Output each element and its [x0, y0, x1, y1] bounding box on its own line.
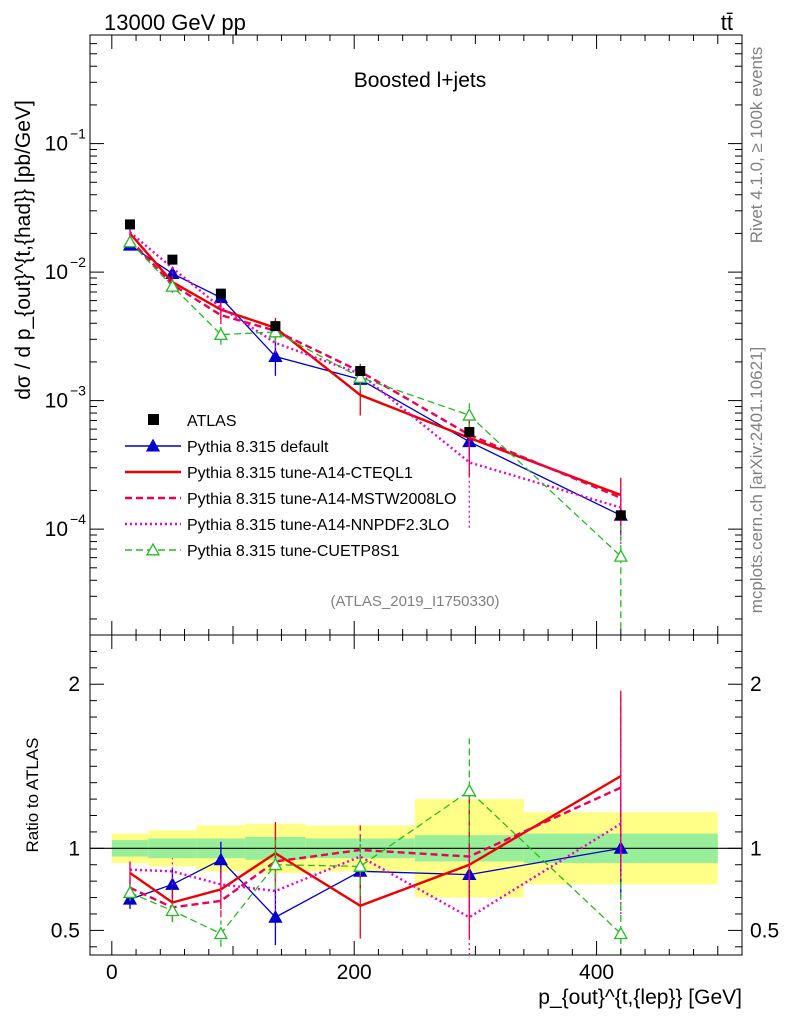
main-series-marker: [122, 234, 138, 248]
ratio-y-tick-label: 0.5: [51, 919, 80, 942]
main-series-marker: [213, 327, 228, 341]
ratio-y-tick-label-right: 0.5: [750, 919, 779, 942]
legend-series-label: Pythia 8.315 default: [187, 439, 329, 456]
main-series-marker: [462, 407, 477, 421]
y-tick-label-exponent: −1: [70, 126, 86, 142]
ratio-series-marker: [122, 885, 138, 899]
ratio-y-tick-label-right: 1: [750, 837, 762, 860]
rivet-label: Rivet 4.1.0, ≥ 100k events: [747, 47, 766, 243]
mcplots-label: mcplots.cern.ch [arXiv:2401.10621]: [747, 347, 766, 613]
atlas-data-point: [464, 426, 475, 437]
ratio-y-axis-label: Ratio to ATLAS: [23, 738, 42, 853]
legend-series-marker: [145, 542, 161, 556]
ratio-panel-frame: [89, 634, 743, 956]
ratio-series-marker: [268, 857, 283, 871]
main-series-marker: [165, 278, 180, 292]
y-tick-label: 10: [45, 133, 68, 156]
legend-series-label: Pythia 8.315 tune-CUETP8S1: [187, 543, 400, 560]
y-tick-label-exponent: −4: [70, 511, 86, 527]
atlas-data-markers: [124, 219, 626, 521]
x-axis-label: p_{out}^{t,{lep}} [GeV]: [538, 986, 742, 1009]
chart-title: Boosted l+jets: [354, 69, 487, 92]
y-tick-label: 10: [45, 390, 68, 413]
legend-series-label: Pythia 8.315 tune-A14-NNPDF2.3LO: [187, 517, 449, 534]
ratio-y-tick-label: 1: [68, 837, 80, 860]
energy-label: 13000 GeV pp: [104, 10, 246, 35]
ratio-series-marker: [462, 783, 477, 797]
y-tick-label: 10: [45, 261, 68, 284]
legend-atlas-marker: [148, 414, 159, 425]
legend-series-marker: [145, 438, 161, 452]
ratio-series-marker: [353, 859, 368, 872]
ratio-series-marker: [213, 852, 228, 866]
main-series-marker: [268, 349, 283, 362]
x-tick-label: 400: [579, 961, 614, 984]
atlas-data-point: [615, 510, 626, 521]
atlas-data-point: [167, 254, 178, 265]
atlas-data-point: [355, 366, 366, 377]
y-tick-label-exponent: −3: [70, 383, 86, 399]
main-series-marker: [613, 548, 628, 562]
y-axis-label: dσ / d p_{out}^{t,{had}} [pb/GeV]: [12, 100, 35, 400]
legend: ATLAS Pythia 8.315 default Pythia 8.315 tu…: [125, 413, 456, 560]
x-tick-label: 200: [337, 961, 372, 984]
legend-series-label: Pythia 8.315 tune-A14-CTEQL1: [187, 465, 413, 482]
atlas-data-point: [215, 288, 226, 299]
ratio-series-layer: [122, 690, 628, 955]
legend-atlas-label: ATLAS: [187, 413, 237, 430]
analysis-tag: (ATLAS_2019_I1750330): [330, 593, 499, 610]
ratio-series-marker: [613, 926, 628, 940]
main-series-line: [129, 238, 622, 499]
ratio-y-tick-label: 2: [68, 673, 80, 696]
main-series-marker: [353, 370, 368, 383]
main-series-marker: [268, 324, 283, 338]
process-label: tt̄: [721, 10, 733, 35]
atlas-data-point: [124, 219, 135, 230]
legend-series-label: Pythia 8.315 tune-A14-MSTW2008LO: [187, 491, 456, 508]
x-tick-label: 0: [106, 961, 118, 984]
ratio-y-tick-label-right: 2: [750, 673, 762, 696]
ratio-series-marker: [213, 926, 228, 940]
ratio-series-marker: [268, 909, 283, 923]
ratio-series-marker: [165, 903, 180, 917]
y-tick-label: 10: [45, 518, 68, 541]
y-tick-label-exponent: −2: [70, 254, 86, 270]
atlas-data-point: [270, 321, 281, 332]
